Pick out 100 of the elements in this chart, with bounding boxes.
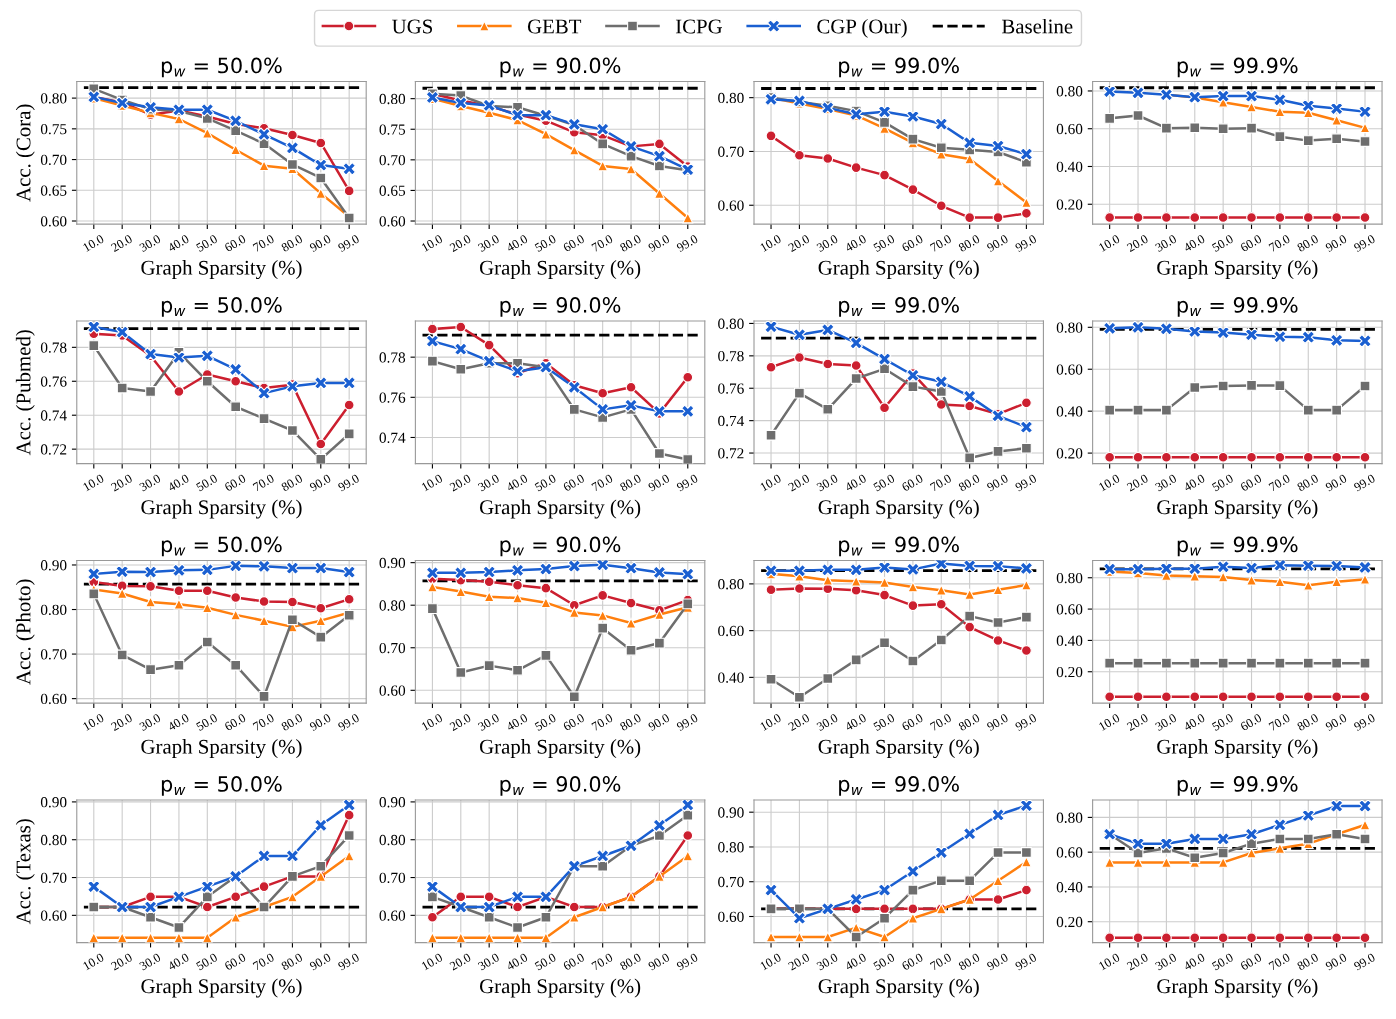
- x-axis-title: Graph Sparsity (%): [479, 978, 641, 998]
- y-tick-label: 0.60: [379, 685, 406, 696]
- legend-label: CGP (Our): [817, 18, 907, 38]
- x-tick-label: 70.0: [252, 952, 275, 971]
- y-tick-label: 0.76: [718, 383, 744, 394]
- y-tick-label: 0.80: [1056, 86, 1083, 97]
- y-tick-label: 0.90: [379, 557, 406, 569]
- x-tick-label: 80.0: [619, 234, 642, 253]
- x-tick-label: 60.0: [562, 952, 585, 971]
- x-tick-label: 40.0: [844, 473, 867, 492]
- y-tick-label: 0.80: [379, 600, 406, 611]
- x-axis-title: Graph Sparsity (%): [1157, 739, 1318, 759]
- x-tick-label: 80.0: [280, 234, 304, 253]
- x-tick-label: 10.0: [82, 473, 105, 492]
- x-tick-label: 30.0: [1154, 234, 1178, 253]
- x-tick-label: 80.0: [957, 952, 981, 971]
- x-tick-label: 30.0: [1154, 713, 1178, 732]
- y-tick-label: 0.60: [379, 910, 406, 921]
- x-tick-label: 80.0: [280, 473, 304, 492]
- y-tick-label: 0.40: [1056, 161, 1083, 173]
- x-tick-label: 60.0: [901, 473, 924, 492]
- x-tick-label: 20.0: [110, 473, 133, 492]
- y-tick-label: 0.74: [40, 410, 67, 421]
- y-tick-label: 0.80: [718, 579, 744, 590]
- x-tick-label: 60.0: [224, 234, 247, 253]
- y-tick-label: 0.72: [718, 448, 744, 459]
- y-tick-label: 0.60: [718, 625, 744, 637]
- x-tick-label: 99.0: [1014, 234, 1038, 253]
- x-tick-label: 90.0: [647, 234, 671, 253]
- x-tick-label: 10.0: [421, 952, 444, 971]
- x-tick-label: 90.0: [309, 473, 332, 492]
- x-tick-label: 80.0: [1296, 234, 1319, 253]
- x-tick-label: 20.0: [787, 713, 811, 732]
- x-tick-label: 80.0: [280, 713, 304, 732]
- y-tick-label: 0.70: [718, 146, 744, 157]
- x-tick-label: 90.0: [1324, 234, 1348, 253]
- x-tick-label: 50.0: [534, 473, 557, 492]
- x-tick-label: 99.0: [1353, 952, 1376, 971]
- x-tick-label: 10.0: [421, 234, 444, 252]
- x-tick-label: 70.0: [1268, 713, 1291, 731]
- x-tick-label: 99.0: [1014, 473, 1038, 492]
- x-tick-label: 60.0: [1239, 713, 1263, 732]
- x-tick-label: 40.0: [1182, 713, 1206, 732]
- x-axis-title: Graph Sparsity (%): [141, 499, 302, 519]
- y-tick-label: 0.65: [40, 185, 67, 196]
- y-tick-label: 0.60: [40, 910, 67, 921]
- y-tick-label: 0.80: [40, 93, 67, 104]
- x-tick-label: 50.0: [873, 473, 896, 492]
- x-axis-title: Graph Sparsity (%): [818, 978, 979, 998]
- y-tick-label: 0.60: [379, 216, 406, 227]
- x-tick-label: 50.0: [534, 713, 557, 732]
- y-tick-label: 0.40: [1056, 406, 1083, 417]
- x-tick-label: 10.0: [1098, 234, 1121, 252]
- x-tick-label: 60.0: [1239, 473, 1263, 492]
- y-tick-label: 0.70: [379, 872, 406, 884]
- x-tick-label: 60.0: [224, 473, 247, 492]
- x-tick-label: 10.0: [421, 713, 444, 731]
- x-axis-title: Graph Sparsity (%): [1157, 499, 1318, 519]
- x-tick-label: 30.0: [477, 473, 500, 492]
- y-tick-label: 0.76: [40, 376, 67, 387]
- x-tick-label: 20.0: [1126, 713, 1149, 732]
- x-tick-label: 50.0: [1211, 952, 1234, 971]
- x-tick-label: 10.0: [421, 473, 444, 492]
- y-tick-label: 0.60: [40, 693, 67, 705]
- x-axis-title: Graph Sparsity (%): [818, 499, 979, 519]
- x-tick-label: 80.0: [619, 473, 642, 492]
- y-tick-label: 0.20: [1056, 199, 1083, 210]
- x-tick-label: 40.0: [167, 234, 190, 253]
- chart-title: p$_{w}$ = 90.0%: [500, 536, 621, 557]
- x-tick-label: 90.0: [1324, 952, 1348, 971]
- x-tick-label: 30.0: [138, 473, 162, 492]
- x-tick-label: 50.0: [1211, 713, 1234, 732]
- x-tick-label: 90.0: [309, 952, 332, 971]
- x-tick-label: 60.0: [901, 952, 924, 971]
- x-tick-label: 60.0: [901, 713, 924, 732]
- y-tick-label: 0.90: [40, 560, 67, 571]
- x-tick-label: 30.0: [138, 713, 162, 732]
- x-tick-label: 80.0: [957, 713, 981, 732]
- x-tick-label: 90.0: [647, 713, 671, 732]
- x-tick-label: 50.0: [873, 952, 896, 971]
- x-tick-label: 10.0: [1098, 952, 1121, 971]
- x-tick-label: 40.0: [844, 713, 867, 732]
- chart-title: p$_{w}$ = 50.0%: [161, 536, 282, 557]
- chart-title: p$_{w}$ = 90.0%: [500, 57, 621, 78]
- x-tick-label: 70.0: [929, 473, 952, 492]
- x-tick-label: 20.0: [449, 473, 472, 492]
- x-tick-label: 10.0: [759, 473, 782, 492]
- y-tick-label: 0.60: [40, 216, 67, 227]
- x-tick-label: 10.0: [1098, 713, 1121, 731]
- x-tick-label: 70.0: [591, 473, 614, 492]
- y-tick-label: 0.75: [379, 124, 406, 135]
- x-tick-label: 90.0: [986, 234, 1009, 253]
- y-axis-title: Acc. (Cora): [15, 104, 35, 202]
- x-tick-label: 90.0: [647, 473, 671, 492]
- x-tick-label: 80.0: [280, 952, 304, 971]
- x-tick-label: 70.0: [252, 234, 275, 252]
- x-tick-label: 40.0: [505, 713, 529, 732]
- y-tick-label: 0.60: [718, 911, 744, 923]
- x-tick-label: 50.0: [534, 952, 557, 971]
- x-tick-label: 20.0: [1126, 234, 1149, 253]
